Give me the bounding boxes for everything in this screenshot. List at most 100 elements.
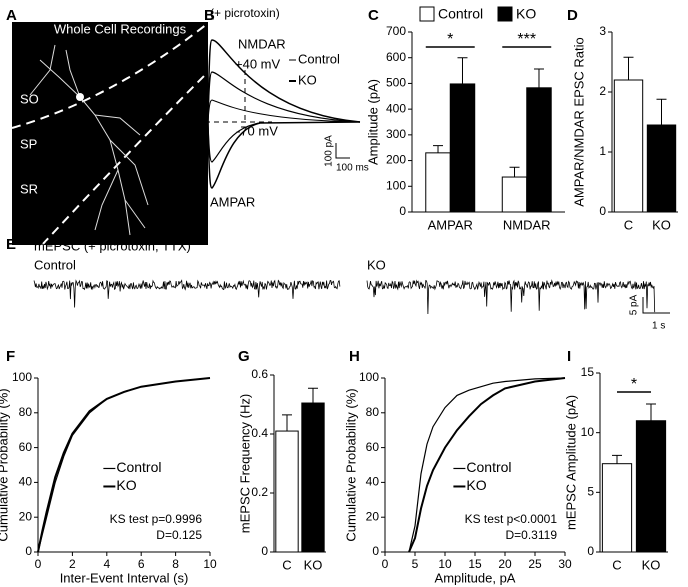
- error-bar: [457, 57, 468, 84]
- neuron: [29, 44, 149, 236]
- x-axis-label: Inter-Event Interval (s): [60, 570, 189, 585]
- x-tick-label: KO: [652, 217, 671, 232]
- trace-label: Control: [34, 257, 76, 272]
- x-tick-label: 30: [558, 557, 572, 571]
- y-tick-label: 0: [599, 204, 606, 218]
- y-tick-label: 0.2: [251, 485, 268, 499]
- bar: [526, 87, 552, 213]
- y-tick-label: 3: [599, 24, 606, 38]
- x-tick-label: C: [624, 217, 633, 232]
- y-tick-label: 5: [587, 485, 594, 499]
- annotation: KS test p<0.0001: [465, 512, 558, 526]
- trace-title: mEPSC (+ picrotoxin, TTX): [34, 238, 191, 253]
- x-tick-label: 4: [103, 557, 110, 571]
- significance: *: [631, 376, 637, 393]
- error-bar: [282, 414, 292, 432]
- y-tick-label: 0: [399, 204, 406, 218]
- panel-label: G: [238, 348, 250, 365]
- panel-label: D: [567, 7, 578, 24]
- y-tick-label: 20: [366, 509, 380, 523]
- panel-label: B: [204, 7, 215, 24]
- error-bar: [612, 454, 622, 464]
- x-tick-label: 6: [138, 557, 145, 571]
- x-tick-label: 8: [172, 557, 179, 571]
- bar: [425, 152, 451, 213]
- bar: [635, 420, 667, 553]
- significance: ***: [517, 31, 536, 48]
- bar: [301, 402, 325, 553]
- x-tick-label: 2: [69, 557, 76, 571]
- legend-label: Control: [116, 459, 161, 475]
- y-axis-label: mEPSC Frequency (Hz): [237, 394, 252, 533]
- x-tick-label: 0: [382, 557, 389, 571]
- bar: [601, 463, 633, 553]
- y-axis-label: AMPAR/NMDAR EPSC Ratio: [571, 37, 586, 207]
- y-tick-label: 60: [19, 440, 33, 454]
- legend-label: Control: [298, 51, 340, 66]
- scale-label: 100 ms: [336, 163, 369, 174]
- legend-label: KO: [116, 477, 136, 493]
- y-tick-label: 0: [25, 544, 32, 558]
- y-tick-label: 40: [366, 475, 380, 489]
- trace-label: KO: [367, 257, 386, 272]
- y-tick-label: 40: [19, 475, 33, 489]
- trace-label: AMPAR: [210, 194, 255, 209]
- panel-label: I: [567, 348, 571, 365]
- legend-swatch: [497, 6, 513, 22]
- y-tick-label: 15: [581, 365, 595, 379]
- panel-label: C: [368, 7, 379, 24]
- panel-label: F: [6, 348, 15, 365]
- micrograph: [12, 22, 208, 245]
- bar: [646, 124, 677, 213]
- y-tick-label: 600: [386, 50, 406, 64]
- y-tick-label: 100: [359, 370, 379, 384]
- y-tick-label: 80: [19, 405, 33, 419]
- error-bar: [623, 56, 634, 80]
- y-tick-label: 1: [599, 144, 606, 158]
- error-bar: [646, 403, 656, 421]
- error-bar: [509, 166, 520, 178]
- panel-label: E: [6, 236, 16, 253]
- y-tick-label: 500: [386, 76, 406, 90]
- legend-label: KO: [516, 6, 536, 22]
- legend-label: Control: [438, 6, 483, 22]
- y-tick-label: 20: [19, 509, 33, 523]
- scale-label: 100 pA: [324, 135, 335, 167]
- panel-label: A: [6, 7, 17, 24]
- x-axis-label: Amplitude, pA: [435, 570, 516, 585]
- x-tick-label: 5: [412, 557, 419, 571]
- y-tick-label: 0: [261, 544, 268, 558]
- soma: [76, 93, 84, 101]
- layer-label: SP: [20, 136, 37, 151]
- y-tick-label: 700: [386, 24, 406, 38]
- y-axis-label: mEPSC Amplitude (pA): [563, 395, 578, 530]
- mepsc-trace: [366, 279, 656, 315]
- legend-label: KO: [298, 72, 317, 87]
- x-tick-label: C: [612, 557, 621, 572]
- y-tick-label: 0.4: [251, 426, 268, 440]
- error-bar: [656, 98, 667, 125]
- annotation: KS test p=0.9996: [110, 512, 203, 526]
- image-title: Whole Cell Recordings: [54, 21, 187, 36]
- y-tick-label: 400: [386, 101, 406, 115]
- x-tick-label: AMPAR: [428, 217, 473, 232]
- x-tick-label: C: [282, 557, 291, 572]
- scale-label: 1 s: [652, 321, 665, 332]
- x-tick-label: 25: [528, 557, 542, 571]
- y-tick-label: 80: [366, 405, 380, 419]
- bar: [275, 430, 299, 553]
- trace-label: -70 mV: [236, 123, 278, 138]
- trace-label: NMDAR: [238, 36, 286, 51]
- bar: [449, 83, 476, 213]
- x-tick-label: 10: [438, 557, 452, 571]
- y-tick-label: 10: [581, 425, 595, 439]
- y-tick-label: 200: [386, 153, 406, 167]
- y-axis-label: Cumulative Probability (%): [343, 388, 358, 541]
- x-tick-label: 10: [203, 557, 217, 571]
- x-tick-label: KO: [642, 557, 661, 572]
- cdf-line: [408, 377, 566, 553]
- y-axis-label: Cumulative Probability (%): [0, 388, 10, 541]
- layer-label: SO: [20, 91, 39, 106]
- y-tick-label: 0: [587, 544, 594, 558]
